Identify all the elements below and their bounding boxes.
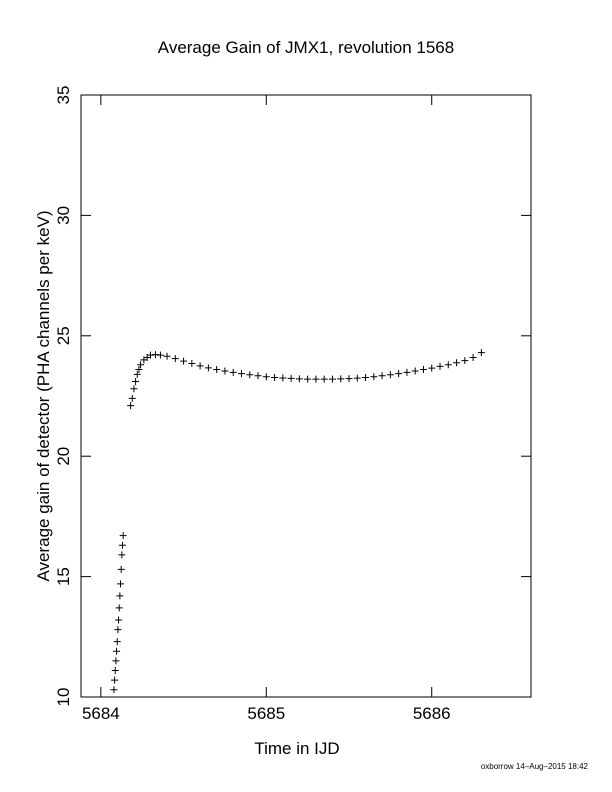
data-point — [119, 532, 127, 540]
x-tick-label: 5684 — [82, 704, 120, 723]
data-point — [115, 604, 123, 612]
data-point — [378, 372, 386, 380]
chart-title: Average Gain of JMX1, revolution 1568 — [158, 38, 454, 57]
data-point — [135, 366, 143, 374]
data-point — [118, 551, 126, 559]
data-point — [113, 638, 121, 646]
data-point — [156, 351, 164, 359]
data-point — [444, 361, 452, 369]
data-point — [453, 359, 461, 367]
data-point — [180, 357, 188, 365]
data-point — [119, 541, 127, 549]
data-point — [395, 370, 403, 378]
data-point — [279, 374, 287, 382]
data-point — [320, 375, 328, 383]
y-tick-label: 25 — [54, 326, 73, 345]
data-point — [237, 370, 245, 378]
data-point — [196, 362, 204, 370]
data-point — [213, 366, 221, 374]
data-point — [111, 667, 119, 675]
data-point — [171, 355, 179, 363]
data-point — [419, 366, 427, 374]
data-point — [128, 394, 136, 402]
data-point — [436, 362, 444, 370]
data-point — [353, 374, 361, 382]
data-point — [287, 374, 295, 382]
y-tick-label: 35 — [54, 86, 73, 105]
y-tick-label: 10 — [54, 688, 73, 707]
data-point — [304, 375, 312, 383]
y-tick-label: 15 — [54, 567, 73, 586]
data-point — [461, 357, 469, 365]
data-point — [133, 370, 141, 378]
data-point — [137, 361, 145, 369]
data-point — [271, 373, 279, 381]
data-point — [112, 657, 120, 665]
data-point — [110, 686, 118, 694]
data-point — [477, 349, 485, 357]
data-point — [469, 353, 477, 361]
x-tick-label: 5686 — [413, 704, 451, 723]
data-point — [337, 375, 345, 383]
data-point — [111, 676, 119, 684]
x-axis-label: Time in IJD — [254, 739, 339, 758]
data-point — [115, 616, 123, 624]
y-tick-label: 30 — [54, 206, 73, 225]
x-tick-label: 5685 — [247, 704, 285, 723]
data-point — [254, 372, 262, 380]
data-point — [403, 368, 411, 376]
data-point — [262, 373, 270, 381]
data-point — [116, 592, 124, 600]
data-point — [345, 375, 353, 383]
footer: oxborrow 14–Aug–2015 18:42 — [481, 762, 589, 771]
data-point — [229, 368, 237, 376]
data-point — [362, 373, 370, 381]
data-point — [130, 385, 138, 393]
data-point — [117, 580, 125, 588]
data-point — [113, 647, 121, 655]
y-tick-label: 20 — [54, 447, 73, 466]
data-point — [411, 367, 419, 375]
plot-frame — [80, 94, 532, 698]
data-point — [114, 626, 122, 634]
data-point — [295, 375, 303, 383]
data-point — [246, 371, 254, 379]
data-point — [312, 375, 320, 383]
data-point — [163, 352, 171, 360]
data-point — [188, 359, 196, 367]
data-point — [386, 371, 394, 379]
data-point — [132, 378, 140, 386]
data-point — [428, 364, 436, 372]
y-axis-label: Average gain of detector (PHA channels p… — [34, 210, 53, 581]
data-point — [204, 364, 212, 372]
data-point — [328, 375, 336, 383]
data-point — [117, 565, 125, 573]
data-point — [221, 367, 229, 375]
data-point — [370, 373, 378, 381]
data-point — [127, 402, 135, 410]
